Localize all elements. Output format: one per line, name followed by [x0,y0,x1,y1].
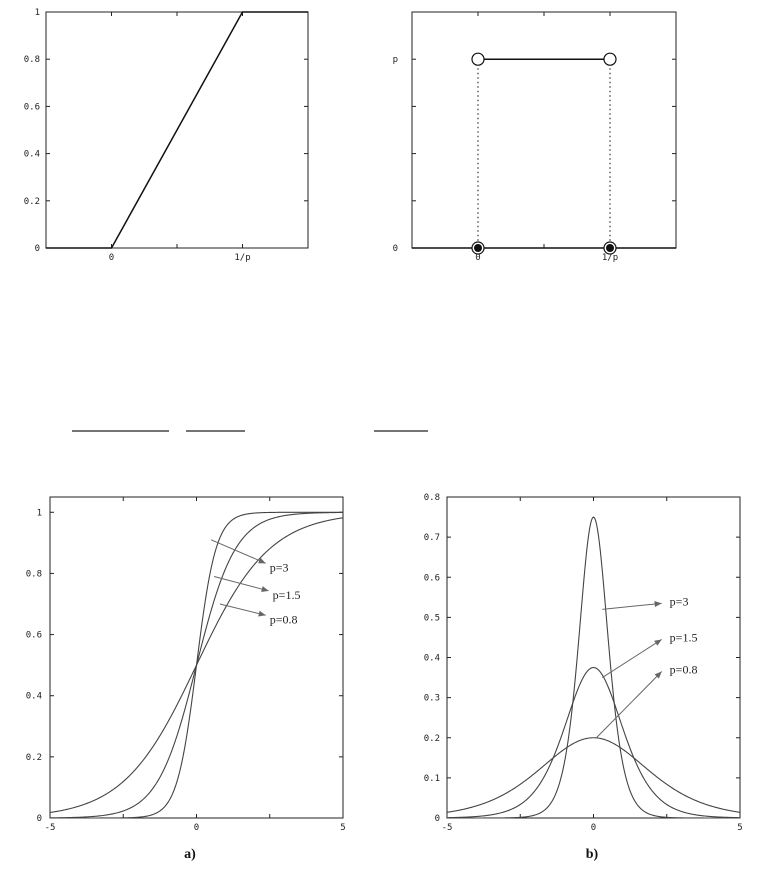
y-tick-label: 0 [393,244,398,254]
y-tick-label: 0.2 [424,734,440,744]
x-tick-label: 1/p [602,253,618,263]
y-tick-label: 0.3 [424,694,440,704]
plot-frame [446,496,741,819]
series-line-p-0-8 [446,737,741,813]
y-tick-label: 0.2 [26,753,42,763]
y-tick-label: p [393,55,398,65]
annotation-label: p=0.8 [670,663,698,677]
y-tick-label: 0.5 [424,613,440,623]
annotation-arrow-line [219,603,266,616]
y-tick-label: 0 [435,814,440,824]
annotation-arrow-head [654,639,662,646]
filled-point-marker [474,244,482,252]
x-tick-label: 0 [194,823,199,833]
annotation-arrow-head [654,671,662,679]
annotation-arrow-head [258,557,266,564]
sigmoid-panel: -5 0 500.20.40.60.81p=3p=1.5p=0.8a) [26,496,346,862]
y-tick-label: 0.4 [26,692,42,702]
annotation-arrow-head [654,601,662,608]
annotation-label: p=1.5 [273,588,301,602]
x-tick-label: 0 [109,253,114,263]
y-tick-label: 0.8 [24,55,40,65]
step-derivative-panel: 0 1/p 0 p [393,11,677,263]
y-tick-label: 0.4 [24,150,40,160]
annotation-arrow-line [210,539,266,564]
series-line-p-3 [447,516,740,819]
x-tick-label: 5 [737,823,742,833]
annotation-label: p=0.8 [270,612,298,626]
y-tick-label: 0.6 [424,573,440,583]
series-line-p-1-5 [446,666,741,819]
y-tick-label: 0 [37,814,42,824]
filled-point-marker [606,244,614,252]
annotation-arrow-head [261,586,269,592]
sigmoid-derivative-panel: -5 0 500.10.20.30.40.50.60.70.8p=3p=1.5p=0… [424,493,743,862]
annotation-arrow-line [213,576,269,592]
y-tick-label: 0.6 [24,102,40,112]
y-tick-label: 0.1 [424,774,440,784]
x-tick-label: 5 [340,823,345,833]
panel-caption: b) [586,847,599,862]
annotation-label: p=1.5 [670,630,698,644]
annotation-arrow-line [596,671,663,739]
y-tick-label: 1 [37,508,42,518]
x-tick-label: 0 [475,253,480,263]
y-tick-label: 0.7 [424,533,440,543]
annotation-label: p=3 [670,594,689,608]
annotation-label: p=3 [270,560,289,574]
series-line-p-0-8 [49,517,344,814]
y-tick-label: 0 [35,244,40,254]
annotation-arrow-line [602,639,662,678]
y-tick-label: 0.8 [424,493,440,503]
open-point-marker [471,52,485,66]
x-tick-label: -5 [442,823,453,833]
ramp-function-panel: 0 1/p 0 0.2 0.4 0.6 0.8 1 [24,8,309,263]
y-tick-label: 0.8 [26,569,42,579]
panel-caption: a) [184,847,196,862]
x-tick-label: -5 [45,823,56,833]
y-tick-label: 1 [35,8,40,18]
annotation-arrow-head [258,610,266,617]
y-tick-label: 0.4 [424,654,440,664]
x-tick-label: 1/p [234,253,250,263]
annotation-arrow-line [602,602,662,610]
plot-frame [49,496,344,819]
plot-frame [411,11,677,249]
open-point-marker [603,52,617,66]
y-tick-label: 0.2 [24,197,40,207]
y-tick-label: 0.6 [26,631,42,641]
x-tick-label: 0 [591,823,596,833]
series-line [46,11,308,249]
